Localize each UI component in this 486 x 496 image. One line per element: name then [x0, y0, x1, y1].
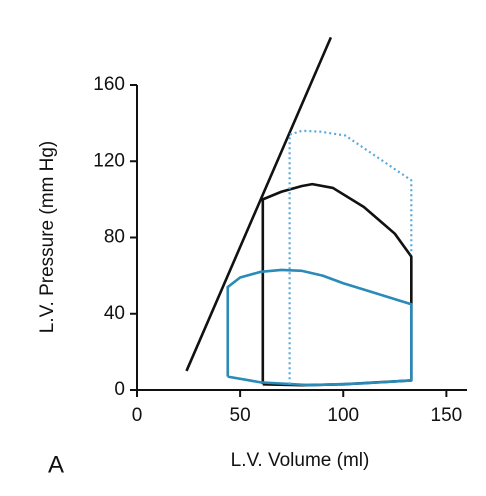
x-tick-label: 150: [431, 405, 463, 426]
x-tick-label: 100: [327, 405, 359, 426]
x-tick-label: 50: [230, 405, 251, 426]
line: [185, 36, 333, 372]
y-axis-label: L.V. Pressure (mm Hg): [37, 141, 58, 334]
y-tick-label: 0: [114, 379, 125, 400]
x-tick-label: 0: [132, 405, 143, 426]
y-tick-label: 120: [93, 150, 125, 171]
x-axis-label: L.V. Volume (ml): [231, 450, 370, 471]
y-tick-label: 160: [93, 74, 125, 95]
line: [261, 182, 413, 387]
panel-label: A: [48, 451, 64, 478]
line: [226, 268, 413, 387]
line: [288, 129, 413, 385]
y-tick-label: 40: [104, 303, 125, 324]
y-tick-label: 80: [104, 227, 125, 248]
